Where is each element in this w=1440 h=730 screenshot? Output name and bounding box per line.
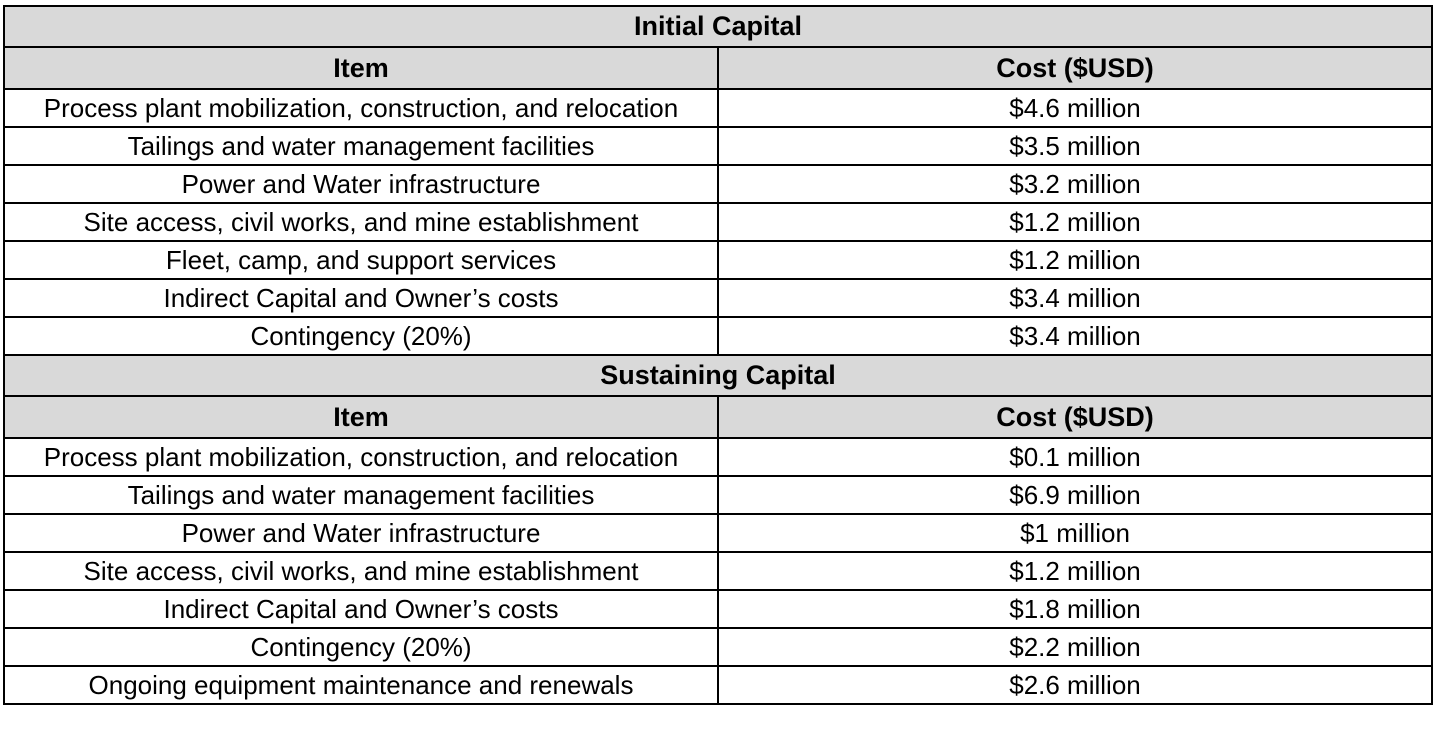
item-cell: Process plant mobilization, construction…: [3, 88, 719, 128]
item-cell: Site access, civil works, and mine estab…: [3, 202, 719, 242]
data-row: Fleet, camp, and support services $1.2 mi…: [3, 240, 1433, 280]
cost-cell: $1.2 million: [717, 240, 1433, 280]
data-row: Process plant mobilization, construction…: [3, 88, 1433, 128]
data-row: Indirect Capital and Owner’s costs $3.4 m…: [3, 278, 1433, 318]
item-cell: Contingency (20%): [3, 627, 719, 667]
cost-cell: $3.2 million: [717, 164, 1433, 204]
header-row: Item Cost ($USD): [3, 46, 1433, 90]
cost-cell: $4.6 million: [717, 88, 1433, 128]
cost-cell: $6.9 million: [717, 475, 1433, 515]
item-cell: Ongoing equipment maintenance and renewa…: [3, 665, 719, 705]
capital-cost-table: Initial Capital Item Cost ($USD) Process pl…: [3, 5, 1433, 705]
cost-cell: $3.4 million: [717, 278, 1433, 318]
item-cell: Process plant mobilization, construction…: [3, 437, 719, 477]
item-cell: Indirect Capital and Owner’s costs: [3, 278, 719, 318]
item-cell: Power and Water infrastructure: [3, 513, 719, 553]
item-cell: Tailings and water management facilities: [3, 126, 719, 166]
cost-cell: $3.4 million: [717, 316, 1433, 356]
cost-cell: $0.1 million: [717, 437, 1433, 477]
column-header: Item: [3, 395, 719, 439]
data-row: Ongoing equipment maintenance and renewa…: [3, 665, 1433, 705]
cost-cell: $1.2 million: [717, 202, 1433, 242]
item-cell: Fleet, camp, and support services: [3, 240, 719, 280]
column-header: Cost ($USD): [717, 395, 1433, 439]
data-row: Site access, civil works, and mine estab…: [3, 202, 1433, 242]
section-title-row: Sustaining Capital: [3, 354, 1433, 397]
cost-cell: $3.5 million: [717, 126, 1433, 166]
item-cell: Power and Water infrastructure: [3, 164, 719, 204]
section-title: Initial Capital: [3, 5, 1433, 48]
cost-cell: $1 million: [717, 513, 1433, 553]
cost-cell: $2.6 million: [717, 665, 1433, 705]
table-container: Initial Capital Item Cost ($USD) Process pl…: [3, 5, 1433, 705]
data-row: Tailings and water management facilities…: [3, 475, 1433, 515]
data-row: Site access, civil works, and mine estab…: [3, 551, 1433, 591]
data-row: Contingency (20%) $2.2 million: [3, 627, 1433, 667]
data-row: Tailings and water management facilities…: [3, 126, 1433, 166]
data-row: Contingency (20%) $3.4 million: [3, 316, 1433, 356]
cost-cell: $1.2 million: [717, 551, 1433, 591]
column-header: Item: [3, 46, 719, 90]
item-cell: Indirect Capital and Owner’s costs: [3, 589, 719, 629]
data-row: Process plant mobilization, construction…: [3, 437, 1433, 477]
item-cell: Contingency (20%): [3, 316, 719, 356]
section-title-row: Initial Capital: [3, 5, 1433, 48]
item-cell: Tailings and water management facilities: [3, 475, 719, 515]
column-header: Cost ($USD): [717, 46, 1433, 90]
cost-cell: $2.2 million: [717, 627, 1433, 667]
data-row: Power and Water infrastructure $3.2 milli…: [3, 164, 1433, 204]
header-row: Item Cost ($USD): [3, 395, 1433, 439]
section-title: Sustaining Capital: [3, 354, 1433, 397]
data-row: Power and Water infrastructure $1 million: [3, 513, 1433, 553]
data-row: Indirect Capital and Owner’s costs $1.8 m…: [3, 589, 1433, 629]
table-body: Initial Capital Item Cost ($USD) Process pl…: [3, 5, 1433, 705]
item-cell: Site access, civil works, and mine estab…: [3, 551, 719, 591]
cost-cell: $1.8 million: [717, 589, 1433, 629]
